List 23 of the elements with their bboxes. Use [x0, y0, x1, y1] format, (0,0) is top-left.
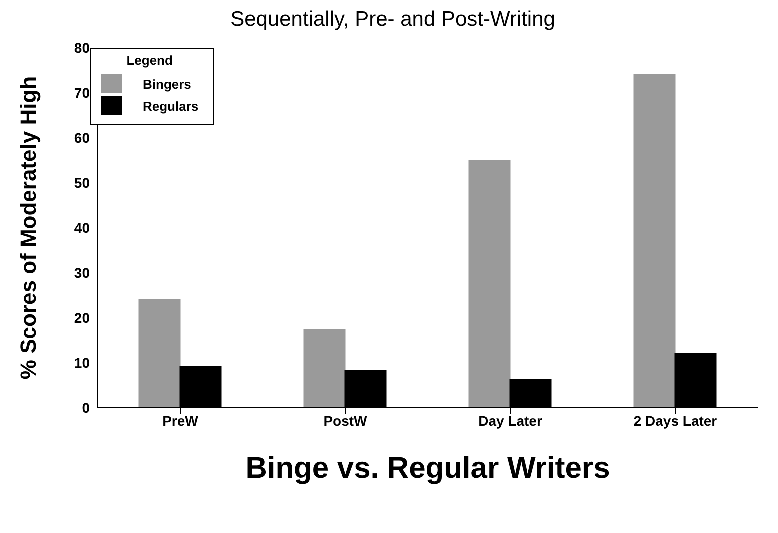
- x-tick-label: 2 Days Later: [634, 412, 718, 429]
- bar: [138, 300, 181, 408]
- legend-label: Regulars: [143, 98, 199, 114]
- y-tick-label: 80: [74, 40, 90, 56]
- x-tick-label: PostW: [324, 412, 368, 429]
- x-tick-label: Day Later: [478, 412, 543, 429]
- bar: [634, 74, 676, 408]
- y-tick-label: 70: [74, 84, 90, 101]
- y-tick-label: 30: [74, 264, 90, 281]
- y-tick-label: 20: [74, 310, 90, 326]
- legend-title: Legend: [126, 53, 174, 68]
- x-axis-title: Binge vs. Regular Writers: [246, 452, 610, 485]
- y-tick-label: 60: [74, 130, 90, 146]
- y-tick-label: 10: [74, 354, 90, 371]
- y-tick-label: 40: [74, 220, 90, 236]
- y-tick-label: 50: [74, 174, 90, 191]
- chart-title: Sequentially, Pre- and Post-Writing: [230, 8, 556, 32]
- bar: [468, 160, 511, 408]
- y-tick-label: 0: [82, 400, 90, 416]
- x-tick-label: PreW: [162, 412, 200, 429]
- y-axis-title: % Scores of Moderately High: [16, 76, 41, 380]
- legend-label: Bingers: [143, 76, 192, 92]
- bar: [304, 329, 346, 408]
